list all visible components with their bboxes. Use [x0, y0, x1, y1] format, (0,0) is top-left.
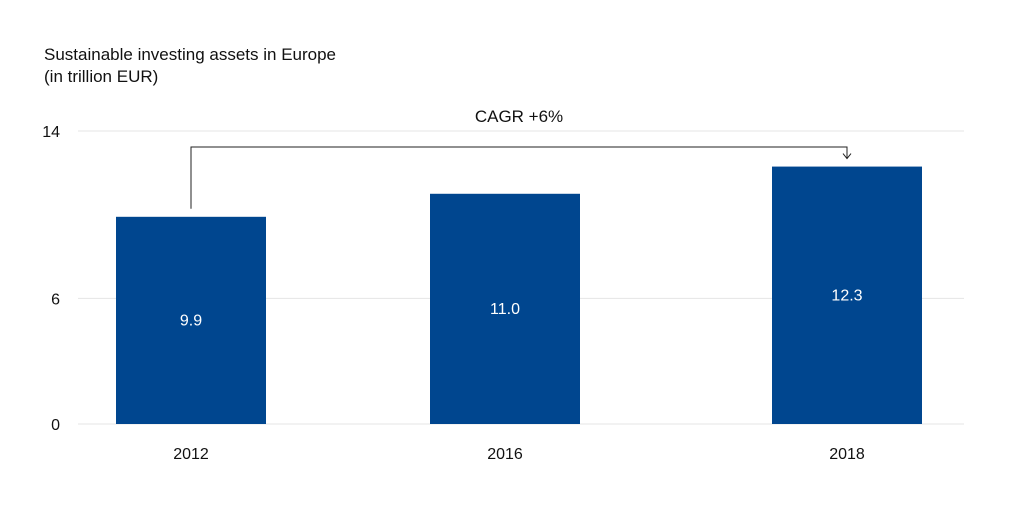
x-axis-ticks: 2012 2016 2018 — [173, 446, 865, 463]
chart-title-block: Sustainable investing assets in Europe (… — [44, 44, 336, 88]
data-label-2012: 9.9 — [180, 312, 202, 329]
y-axis-ticks: 14 6 0 — [42, 124, 60, 434]
cagr-bracket — [190, 146, 848, 209]
cagr-arrowhead — [842, 153, 852, 160]
x-tick-label-2016: 2016 — [487, 446, 523, 463]
chart-title: Sustainable investing assets in Europe — [44, 45, 337, 64]
cagr-annotation: CAGR +6% — [190, 107, 852, 209]
cagr-label: CAGR +6% — [475, 107, 563, 126]
chart-subtitle: (in trillion EUR) — [44, 67, 159, 86]
data-label-2016: 11.0 — [490, 301, 520, 318]
data-label-2018: 12.3 — [831, 287, 862, 304]
y-tick-label-6: 6 — [51, 291, 60, 308]
bar-2012 — [116, 216, 266, 424]
bar-2016 — [430, 193, 580, 424]
y-tick-label-0: 0 — [51, 417, 60, 434]
x-tick-label-2012: 2012 — [173, 446, 209, 463]
y-tick-label-14: 14 — [42, 124, 60, 141]
bars: 9.9 11.0 12.3 — [116, 166, 922, 425]
x-tick-label-2018: 2018 — [829, 446, 865, 463]
bar-2018 — [772, 166, 922, 425]
